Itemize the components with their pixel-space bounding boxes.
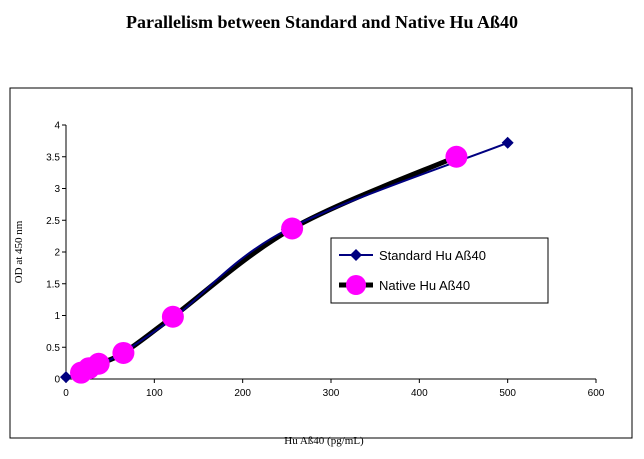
x-tick-label: 100	[146, 388, 163, 399]
y-axis-label: OD at 450 nm	[13, 220, 25, 283]
legend-marker-standard	[350, 249, 362, 261]
legend-label-standard: Standard Hu Aß40	[379, 248, 486, 263]
y-tick-label: 1	[54, 311, 60, 322]
data-point-native	[112, 341, 135, 364]
data-point-native	[445, 145, 468, 168]
x-tick-label: 300	[323, 388, 340, 399]
x-axis-label: Hu Aß40 (pg/mL)	[284, 435, 364, 447]
y-tick-label: 0.5	[46, 343, 60, 354]
y-tick-label: 3.5	[46, 152, 60, 163]
legend-marker-native	[346, 275, 366, 295]
axes: 0 100 200 300 400 500 600 0 0.5 1 1.5 2 2.5 3 3.5 4	[46, 121, 605, 400]
y-tick-label: 2.5	[46, 216, 60, 227]
y-tick-label: 2	[54, 248, 60, 259]
y-tick-label: 4	[54, 121, 60, 132]
x-tick-label: 400	[411, 388, 428, 399]
x-tick-label: 200	[234, 388, 251, 399]
data-point-native	[161, 305, 184, 328]
data-point-standard	[501, 136, 514, 149]
legend-box	[330, 237, 549, 304]
x-tick-label: 0	[63, 388, 69, 399]
data-point-native	[87, 352, 110, 375]
y-tick-label: 0	[54, 375, 60, 386]
y-tick-label: 1.5	[46, 279, 60, 290]
x-tick-label: 600	[588, 388, 605, 399]
legend: Standard Hu Aß40 Native Hu Aß40	[330, 237, 549, 304]
y-tick-label: 3	[54, 184, 60, 195]
legend-label-native: Native Hu Aß40	[379, 278, 470, 293]
series-layer	[60, 136, 514, 384]
data-point-standard	[60, 371, 72, 384]
data-point-native	[281, 217, 304, 240]
plot-frame	[9, 87, 633, 439]
chart-title: Parallelism between Standard and Native …	[125, 12, 519, 32]
x-tick-label: 500	[499, 388, 516, 399]
